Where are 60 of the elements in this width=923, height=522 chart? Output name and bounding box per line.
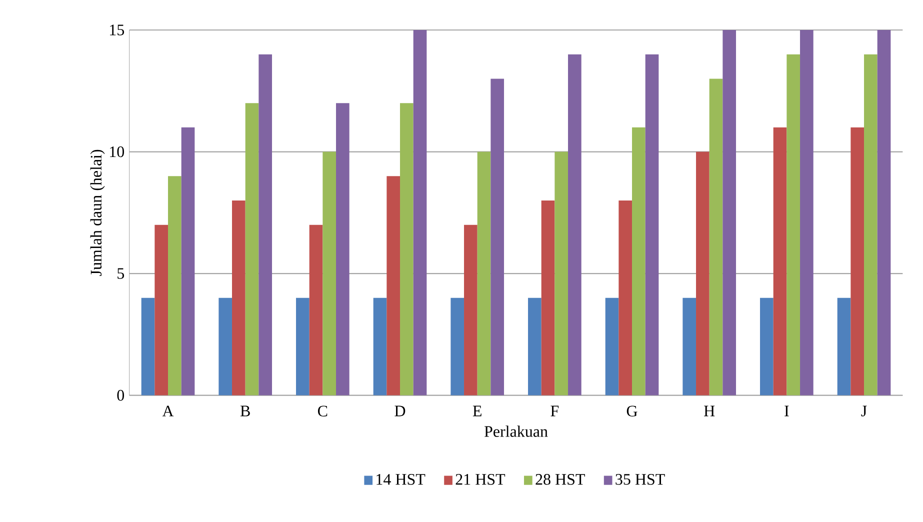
bar (709, 78, 723, 396)
y-tick-label: 15 (110, 24, 124, 36)
bar (322, 152, 336, 396)
x-tick-label: J (861, 406, 867, 416)
bar (373, 298, 387, 396)
bar (696, 152, 710, 396)
legend-label: 35 HST (616, 474, 665, 485)
bar (181, 127, 195, 396)
bar (760, 298, 774, 396)
bar (773, 127, 787, 396)
bar (245, 103, 259, 396)
bar (682, 298, 696, 396)
bar (477, 152, 491, 396)
bar (168, 176, 182, 396)
bar (258, 54, 272, 396)
bar (141, 298, 155, 396)
bar (232, 200, 246, 396)
bar (877, 30, 891, 396)
bar (464, 224, 478, 396)
bar (386, 176, 400, 396)
x-tick-label: D (394, 406, 406, 416)
bar (490, 78, 504, 396)
bar (850, 127, 864, 396)
bar (645, 54, 659, 396)
x-tick-label: I (784, 406, 789, 416)
x-tick-label: A (162, 406, 174, 416)
bar (218, 298, 232, 396)
bar (541, 200, 555, 396)
bar (864, 54, 878, 396)
bar (296, 298, 310, 396)
legend-label: 21 HST (456, 474, 506, 485)
bar (568, 54, 582, 396)
bar (413, 30, 427, 396)
x-tick-label: C (318, 406, 328, 416)
legend-label: 28 HST (536, 474, 585, 485)
bar (837, 298, 851, 396)
bar (800, 30, 814, 396)
y-tick-label: 5 (118, 268, 124, 279)
bar (336, 103, 350, 396)
bar (722, 30, 736, 396)
legend-label: 14 HST (376, 474, 426, 485)
y-tick-label: 0 (117, 390, 124, 401)
bar (786, 54, 800, 396)
x-tick-label: G (626, 406, 638, 416)
bar (528, 298, 542, 396)
bar (554, 152, 568, 396)
x-tick-label: H (704, 406, 715, 416)
bar (450, 298, 464, 396)
y-axis-title: Jumlah daun (helai) (90, 150, 105, 276)
bar (605, 298, 619, 396)
bar (618, 200, 632, 396)
x-tick-label: F (550, 406, 559, 416)
bar (632, 127, 646, 396)
x-tick-label: B (240, 406, 250, 416)
bar (154, 224, 168, 396)
y-tick-label: 10 (110, 146, 124, 158)
x-tick-label: E (472, 406, 482, 416)
x-axis-title: Perlakuan (484, 426, 548, 437)
bar (309, 224, 323, 396)
bar (400, 103, 414, 396)
